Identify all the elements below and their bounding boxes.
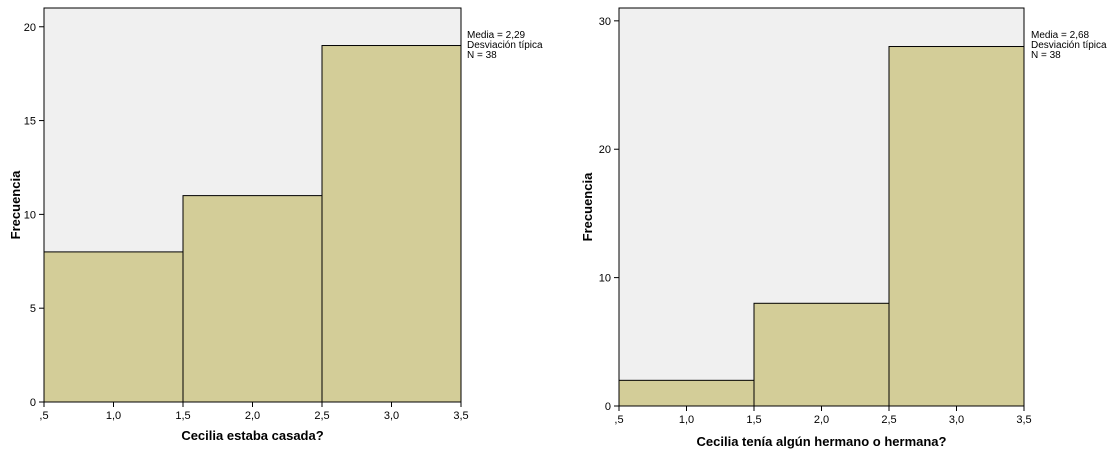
histogram-bar-2 xyxy=(182,195,323,403)
x-tick-label: 3,5 xyxy=(1016,414,1031,426)
y-tick-label: 15 xyxy=(24,116,36,128)
x-axis-title: Cecilia estaba casada? xyxy=(181,428,323,443)
x-tick-label: 2,5 xyxy=(314,410,329,422)
x-tick-label: 3,0 xyxy=(384,410,399,422)
x-axis-title: Cecilia tenía algún hermano o hermana? xyxy=(697,434,947,449)
histogram-1: 0 5 10 15 20 ,5 1,0 1,5 2,0 2,5 3,0 3,5 Cecilia esta… xyxy=(8,7,543,443)
y-tick-label: 10 xyxy=(599,273,611,285)
x-tick-label: 2,0 xyxy=(245,410,260,422)
stats-line: N = 38 xyxy=(1031,50,1061,61)
histogram-bar-2 xyxy=(753,302,890,407)
y-tick-label: 10 xyxy=(24,209,36,221)
histogram-bar-3 xyxy=(321,45,462,403)
y-tick-label: 0 xyxy=(30,397,36,409)
stats-line: Media = 2,29 xyxy=(467,30,526,41)
x-tick-label: 2,5 xyxy=(881,414,896,426)
y-tick-label: 20 xyxy=(599,144,611,156)
y-axis-title: Frecuencia xyxy=(8,170,23,239)
histogram-bar-1 xyxy=(43,251,184,403)
y-tick-label: 20 xyxy=(24,22,36,34)
y-tick-label: 0 xyxy=(605,401,611,413)
x-tick-label: 1,5 xyxy=(175,410,190,422)
stats-line: Media = 2,68 xyxy=(1031,30,1090,41)
y-tick-label: 30 xyxy=(599,16,611,28)
x-tick-label: 2,0 xyxy=(814,414,829,426)
x-tick-label: ,5 xyxy=(39,410,48,422)
x-tick-label: 3,5 xyxy=(453,410,468,422)
stats-line: N = 38 xyxy=(467,50,497,61)
y-axis-title: Frecuencia xyxy=(580,172,595,241)
x-tick-label: 1,0 xyxy=(679,414,694,426)
x-tick-label: 1,5 xyxy=(746,414,761,426)
x-tick-label: ,5 xyxy=(614,414,623,426)
histogram-2: 0 10 20 30 ,5 1,0 1,5 2,0 2,5 3,0 3,5 Cecilia tenía… xyxy=(580,7,1107,449)
stats-line: Desviación típica xyxy=(1031,40,1107,51)
histogram-bar-3 xyxy=(888,46,1025,407)
stats-line: Desviación típica xyxy=(467,40,543,51)
y-tick-label: 5 xyxy=(30,303,36,315)
histogram-bar-1 xyxy=(618,379,755,407)
x-tick-label: 1,0 xyxy=(106,410,121,422)
x-tick-label: 3,0 xyxy=(949,414,964,426)
